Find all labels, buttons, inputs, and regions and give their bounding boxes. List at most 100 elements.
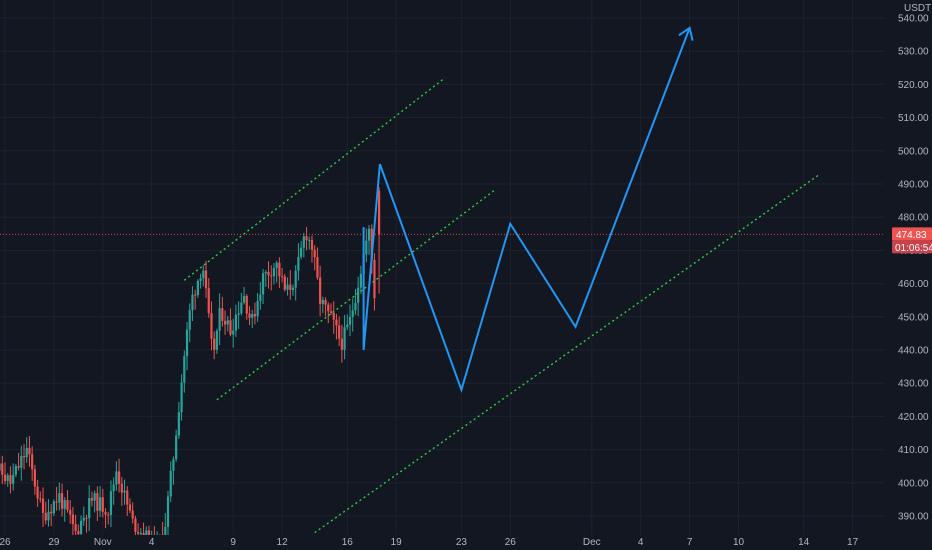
candle-body	[22, 456, 26, 458]
candle-body	[139, 533, 142, 535]
candle-body	[199, 278, 202, 281]
candle-body	[218, 308, 221, 331]
candle-body	[159, 536, 161, 542]
candle-body	[77, 531, 80, 535]
x-tick-label: 17	[847, 537, 859, 548]
candle-body	[98, 497, 102, 511]
candle-body	[335, 319, 338, 326]
candle-body	[351, 310, 354, 317]
candle-body	[66, 500, 69, 510]
projection-path	[362, 26, 694, 394]
candles	[0, 187, 381, 550]
candle-body	[213, 338, 216, 350]
candle-body	[118, 471, 121, 484]
x-tick-label: 29	[48, 537, 60, 548]
candle-body	[289, 284, 292, 291]
candle-body	[20, 456, 23, 468]
candle-body	[377, 190, 381, 235]
candle-body	[50, 511, 53, 514]
y-axis: 390.00 400.00 410.00 420.00 430.00 440.00 450.…	[898, 14, 929, 523]
y-tick-label: 420.00	[898, 412, 929, 423]
candle-body	[101, 497, 104, 512]
candle-body	[17, 466, 20, 468]
candle-body	[69, 509, 72, 515]
candle-body	[223, 320, 227, 325]
candle-body	[226, 320, 229, 325]
x-tick-label: 19	[391, 537, 403, 548]
y-tick-label: 510.00	[898, 113, 929, 124]
candle-body	[242, 295, 246, 303]
x-axis: 26 29 Nov 4 9 12 16 19 23 26 Dec 4 7 10 14 17	[0, 537, 859, 548]
candle-body	[41, 498, 45, 513]
currency-label: USDT	[904, 3, 931, 14]
candle-body	[128, 504, 132, 511]
candle-body	[60, 493, 64, 509]
candle-body	[1, 463, 4, 475]
candle-body	[120, 483, 123, 493]
candle-body	[134, 518, 137, 533]
x-tick-label: 7	[687, 537, 693, 548]
candle-body	[346, 324, 349, 328]
candle-body	[191, 294, 194, 311]
x-tick-label: Dec	[583, 537, 601, 548]
candle-body	[291, 287, 295, 291]
candle-body	[373, 259, 376, 299]
channel-lines	[183, 77, 821, 534]
candle-body	[82, 517, 85, 521]
candle-body	[28, 447, 31, 455]
candle-body	[259, 294, 262, 302]
projection-zigzag	[362, 27, 691, 394]
candle-body	[180, 382, 183, 413]
candle-body	[58, 493, 61, 503]
y-tick-label: 500.00	[898, 146, 929, 157]
candle-body	[93, 493, 96, 501]
candle-body	[370, 228, 373, 260]
candle-body	[310, 239, 314, 250]
candle-body	[340, 338, 343, 350]
candle-body	[305, 236, 308, 241]
y-tick-label: 460.00	[898, 279, 929, 290]
y-tick-label: 410.00	[898, 445, 929, 456]
candle-body	[327, 304, 330, 312]
x-tick-label: 4	[638, 537, 644, 548]
x-tick-label: 23	[456, 537, 468, 548]
candle-body	[25, 447, 28, 458]
y-tick-label: 530.00	[898, 47, 929, 58]
candle-body	[324, 299, 327, 305]
candle-body	[188, 310, 191, 330]
candle-body	[107, 514, 110, 516]
candle-body	[31, 454, 34, 470]
candle-body	[207, 288, 210, 314]
candle-body	[55, 501, 58, 503]
candle-body	[267, 271, 270, 276]
x-tick-label: 14	[798, 537, 810, 548]
last-price-box	[892, 227, 932, 241]
y-tick-label: 390.00	[898, 512, 929, 523]
candle-body	[202, 270, 205, 279]
candle-body	[338, 325, 341, 339]
candle-body	[348, 316, 352, 325]
candle-body	[156, 542, 158, 550]
candle-body	[88, 498, 91, 519]
candle-body	[196, 280, 199, 296]
last-price-value: 474.83	[896, 230, 927, 241]
candle-body	[308, 239, 311, 241]
candle-body	[261, 273, 265, 295]
x-tick-label: 26	[0, 537, 11, 548]
y-tick-label: 450.00	[898, 312, 929, 323]
candle-body	[281, 276, 284, 278]
candle-body	[283, 276, 286, 290]
candle-body	[177, 412, 180, 436]
candle-body	[96, 493, 99, 511]
channel-line	[314, 173, 821, 534]
x-tick-label: 4	[149, 537, 155, 548]
candle-body	[0, 463, 1, 471]
candle-body	[237, 313, 240, 315]
countdown-value: 01:06:54	[895, 243, 932, 254]
y-tick-label: 490.00	[898, 180, 929, 191]
x-tick-label: 9	[230, 537, 236, 548]
y-tick-label: 480.00	[898, 213, 929, 224]
candle-body	[36, 486, 39, 499]
candle-body	[137, 532, 140, 534]
